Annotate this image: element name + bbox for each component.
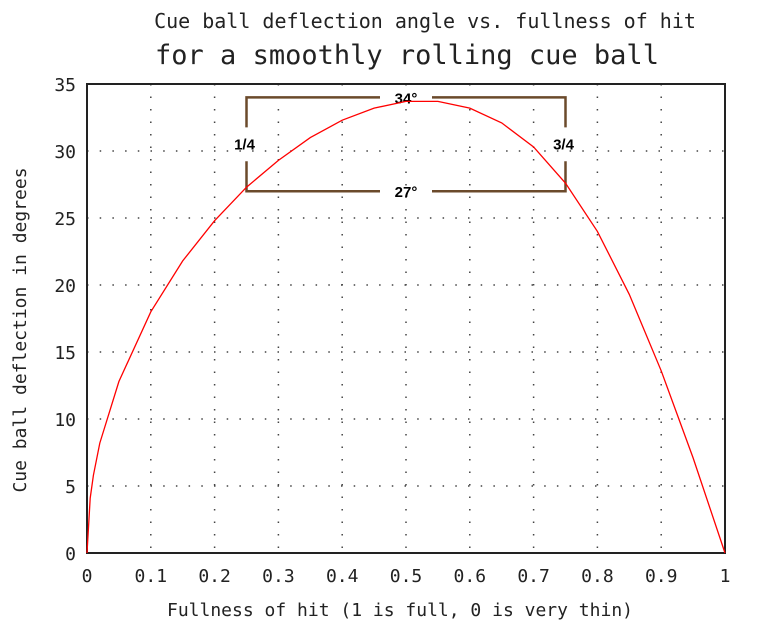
three-quarter-hit-label: 3/4 (553, 136, 575, 153)
bracket-top-right (432, 96, 567, 128)
y-tick-label: 30 (54, 142, 76, 163)
y-tick-label: 35 (54, 75, 76, 96)
x-tick-label: 0.7 (517, 566, 550, 587)
x-tick-label: 0.6 (454, 566, 487, 587)
y-tick-label: 10 (54, 410, 76, 431)
y-tick-label: 20 (54, 276, 76, 297)
series-line (86, 100, 726, 554)
x-tick-label: 0.1 (135, 566, 168, 587)
x-tick-label: 0.5 (390, 566, 423, 587)
max-angle-label: 34° (395, 90, 418, 107)
x-tick-label: 0.4 (326, 566, 359, 587)
y-tick-label: 5 (65, 477, 76, 498)
y-axis-label: Cue ball deflection in degrees (10, 167, 31, 492)
y-tick-label: 15 (54, 343, 76, 364)
y-tick-label: 25 (54, 209, 76, 230)
x-tick-label: 0.2 (198, 566, 231, 587)
bracket-bottom-left (245, 161, 380, 193)
chart-subtitle: for a smoothly rolling cue ball (155, 40, 659, 71)
bracket-bottom-right (432, 161, 567, 193)
y-tick-label: 0 (65, 544, 76, 565)
x-tick-label: 0 (82, 566, 93, 587)
x-axis-label: Fullness of hit (1 is full, 0 is very th… (167, 600, 633, 621)
quarter-hit-label: 1/4 (234, 136, 256, 153)
plot-frame (86, 83, 726, 554)
x-tick-label: 1 (720, 566, 731, 587)
chart-title: Cue ball deflection angle vs. fullness o… (154, 9, 696, 33)
x-tick-label: 0.8 (581, 566, 614, 587)
x-tick-label: 0.9 (645, 566, 678, 587)
bracket-top-left (245, 96, 380, 128)
quarter-angle-label: 27° (395, 184, 418, 201)
x-tick-label: 0.3 (262, 566, 295, 587)
